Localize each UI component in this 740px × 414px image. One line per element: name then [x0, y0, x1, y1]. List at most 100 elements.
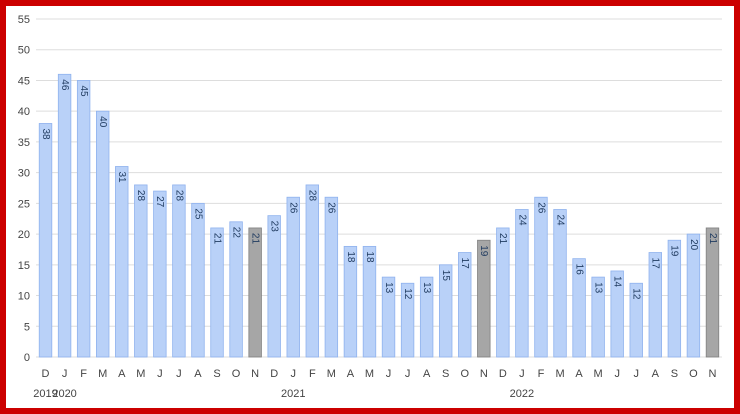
data-label: 28 [135, 190, 146, 202]
data-label: 40 [97, 116, 108, 128]
y-tick-label: 25 [18, 198, 30, 210]
x-tick-label: M [327, 368, 336, 380]
x-tick-label: D [270, 368, 278, 380]
bar [686, 233, 701, 358]
data-label: 22 [230, 227, 241, 239]
x-tick-label: F [309, 368, 316, 380]
x-tick-label: D [499, 368, 507, 380]
bar [572, 258, 586, 358]
y-tick-label: 55 [18, 14, 30, 26]
x-tick-label: A [575, 368, 583, 380]
x-tick-label: J [62, 368, 68, 380]
x-tick-label: M [594, 368, 603, 380]
bar [705, 227, 720, 358]
x-tick-label: J [291, 368, 297, 380]
data-label: 23 [269, 221, 280, 233]
x-axis: D J F M A M J J A S O N D J F M A M J J A S O N D J F M A M J J A S O N2019… [33, 368, 716, 400]
y-tick-label: 35 [18, 137, 30, 149]
bar [57, 73, 72, 358]
x-tick-label: A [347, 368, 355, 380]
x-tick-label: M [365, 368, 374, 380]
data-label: 26 [535, 202, 546, 214]
bar [191, 202, 205, 358]
bar [458, 252, 472, 358]
bar [629, 282, 643, 358]
data-label: 18 [345, 251, 356, 263]
bar [362, 245, 377, 358]
data-label: 31 [116, 171, 127, 183]
bar [172, 184, 186, 358]
data-label: 21 [249, 233, 260, 245]
x-tick-label: F [80, 368, 87, 380]
bar [286, 196, 300, 358]
data-label: 18 [364, 251, 375, 263]
bar [76, 80, 91, 358]
data-label: 20 [688, 239, 699, 251]
x-tick-label: J [176, 368, 182, 380]
bar [553, 209, 567, 358]
y-tick-label: 30 [18, 168, 30, 180]
x-tick-label: N [708, 368, 716, 380]
x-tick-label: A [118, 368, 126, 380]
data-label: 17 [459, 258, 470, 270]
bar [591, 276, 605, 358]
bar [229, 221, 243, 358]
bar [38, 123, 53, 358]
bar [305, 184, 319, 358]
data-label: 28 [173, 190, 184, 202]
year-label: 2020 [52, 388, 76, 400]
x-tick-label: S [213, 368, 220, 380]
bar [96, 110, 110, 358]
data-label: 24 [554, 215, 565, 227]
x-tick-label: O [689, 368, 698, 380]
data-label: 24 [516, 215, 527, 227]
data-label: 26 [326, 202, 337, 214]
y-tick-label: 45 [18, 75, 30, 87]
x-tick-label: A [194, 368, 202, 380]
bar-chart: 0 5 10 15 20 25 30 35 40 45 50 55 38 46 45 40 31 28 27 28 2… [18, 14, 722, 400]
data-label: 19 [669, 245, 680, 257]
x-tick-label: S [442, 368, 449, 380]
bar [248, 227, 262, 358]
grid-lines [36, 18, 722, 358]
bar [496, 227, 510, 358]
data-label: 28 [307, 190, 318, 202]
y-tick-label: 5 [24, 321, 30, 333]
x-tick-label: S [671, 368, 678, 380]
y-tick-label: 15 [18, 260, 30, 272]
data-label: 21 [707, 233, 718, 245]
x-tick-label: A [423, 368, 431, 380]
bar [400, 282, 415, 358]
data-label: 16 [573, 264, 584, 276]
data-label: 38 [40, 128, 51, 140]
x-tick-label: J [157, 368, 163, 380]
x-tick-label: J [405, 368, 411, 380]
bar [381, 276, 396, 358]
data-label: 45 [78, 85, 89, 97]
bar [667, 239, 682, 358]
y-tick-label: 0 [24, 352, 30, 364]
x-tick-label: F [538, 368, 545, 380]
x-tick-label: A [652, 368, 660, 380]
data-label: 25 [192, 208, 203, 220]
data-label: 14 [612, 276, 623, 288]
data-label: 13 [592, 282, 603, 294]
x-tick-label: M [136, 368, 145, 380]
bar [610, 270, 624, 358]
bar [477, 239, 491, 358]
bars: 38 46 45 40 31 28 27 28 25 21 22 21 23 26 28 26 18 18 13 12… [38, 73, 720, 358]
x-tick-label: O [232, 368, 241, 380]
data-label: 27 [154, 196, 165, 208]
data-label: 13 [421, 282, 432, 294]
x-tick-label: N [251, 368, 259, 380]
bar [515, 209, 529, 358]
bar [343, 245, 358, 358]
data-label: 21 [211, 233, 222, 245]
y-tick-label: 10 [18, 291, 30, 303]
data-label: 17 [650, 258, 661, 270]
y-tick-label: 40 [18, 106, 30, 118]
year-label: 2022 [510, 388, 534, 400]
data-label: 12 [631, 288, 642, 300]
bar [153, 190, 167, 358]
x-tick-label: J [614, 368, 620, 380]
